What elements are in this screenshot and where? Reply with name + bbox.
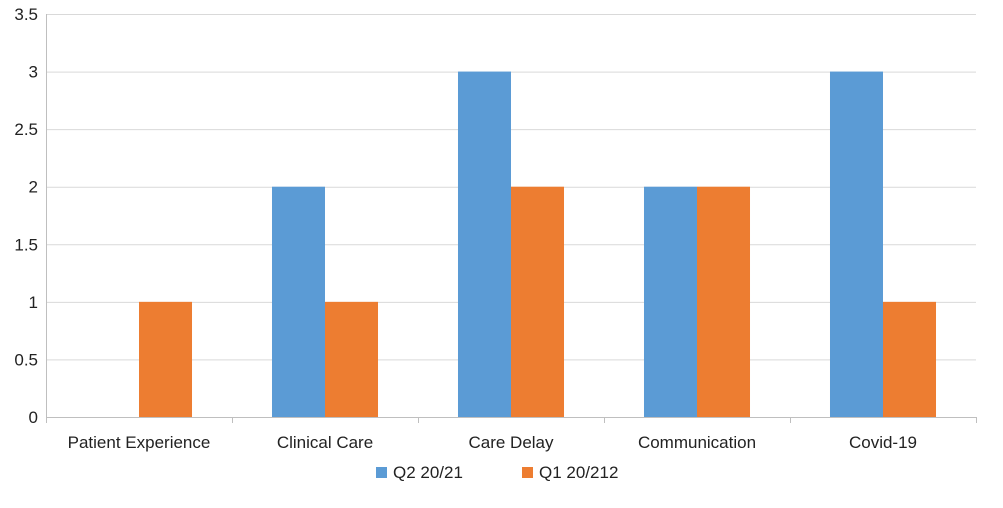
y-tick-label: 0.5 [14,350,38,369]
legend-swatch [376,467,387,478]
legend-label: Q1 20/212 [539,463,618,482]
y-tick-labels: 0 0.5 1 1.5 2 2.5 3 3.5 [14,5,38,427]
bar-q2-covid-19 [829,71,883,418]
legend-label: Q2 20/21 [393,463,463,482]
x-category-labels: Patient Experience Clinical Care Care Dela… [68,433,917,452]
y-tick-label: 3 [29,63,38,82]
y-tick-label: 3.5 [14,5,38,24]
bar-q1-clinical-care [325,301,379,417]
legend: Q2 20/21 Q1 20/212 [376,463,618,482]
y-tick-label: 1 [29,293,38,312]
x-category-label: Clinical Care [277,433,373,452]
bar-q2-care-delay [457,71,511,418]
bar-q1-covid-19 [883,301,937,417]
x-category-label: Care Delay [468,433,554,452]
y-tick-label: 2 [29,178,38,197]
axes [46,14,977,423]
legend-swatch [522,467,533,478]
bar-q1-care-delay [511,186,565,417]
bar-q1-communication [697,186,751,417]
x-category-label: Patient Experience [68,433,211,452]
bar-q2-clinical-care [271,186,325,417]
x-category-label: Covid-19 [849,433,917,452]
y-tick-label: 0 [29,408,38,427]
y-tick-label: 1.5 [14,235,38,254]
bar-q1-patient-experience [139,301,193,417]
bars [139,71,937,418]
bar-q2-communication [643,186,697,417]
y-tick-label: 2.5 [14,120,38,139]
x-category-label: Communication [638,433,756,452]
